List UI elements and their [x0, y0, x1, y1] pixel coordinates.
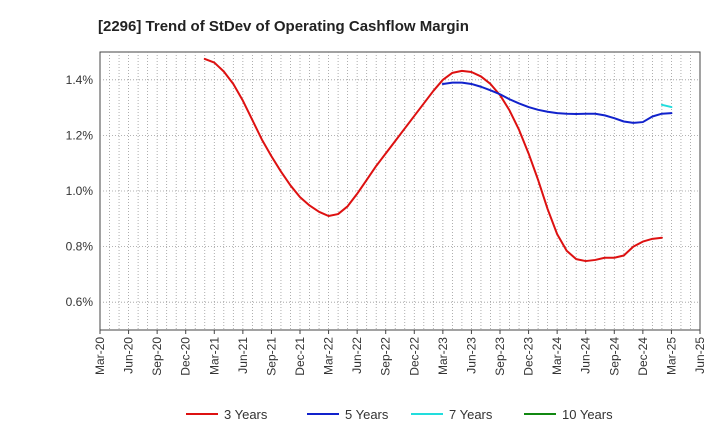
x-tick-label: Sep-20 [150, 337, 164, 376]
legend-label-3: 7 Years [449, 407, 493, 422]
x-tick-label: Sep-24 [607, 337, 621, 376]
series-line-1 [203, 57, 663, 263]
y-tick-label: 1.2% [66, 128, 94, 142]
x-tick-label: Jun-24 [579, 337, 593, 374]
x-tick-label: Jun-20 [122, 337, 136, 374]
series-line-3 [660, 103, 673, 109]
x-tick-label: Mar-25 [664, 337, 678, 375]
y-tick-label: 1.0% [66, 184, 94, 198]
x-tick-label: Jun-25 [693, 337, 707, 374]
legend-label-2: 5 Years [345, 407, 389, 422]
x-tick-label: Mar-20 [93, 337, 107, 375]
x-tick-label: Dec-22 [407, 337, 421, 376]
axes: 0.6% 0.8% 1.0% 1.2% 1.4% Mar-20 Jun-20 Sep-20 De… [66, 73, 707, 376]
legend: 3 Years 5 Years 7 Years 10 Years [186, 407, 613, 422]
x-tick-label: Jun-21 [236, 337, 250, 374]
x-tick-label: Mar-24 [550, 337, 564, 375]
legend-label-4: 10 Years [562, 407, 613, 422]
x-tick-label: Dec-21 [293, 337, 307, 376]
series-line-2 [441, 81, 673, 124]
y-tick-label: 1.4% [66, 73, 94, 87]
x-tick-label: Jun-22 [350, 337, 364, 374]
x-tick-label: Mar-22 [322, 337, 336, 375]
x-tick-label: Mar-21 [207, 337, 221, 375]
x-tick-label: Sep-21 [264, 337, 278, 376]
chart-title: [2296] Trend of StDev of Operating Cashf… [98, 18, 469, 35]
y-tick-label: 0.8% [66, 240, 94, 254]
series-lines [203, 57, 673, 263]
x-tick-label: Dec-20 [179, 337, 193, 376]
grid [100, 52, 700, 330]
x-tick-label: Sep-23 [493, 337, 507, 376]
y-tick-label: 0.6% [66, 295, 94, 309]
x-tick-label: Mar-23 [436, 337, 450, 375]
x-tick-label: Dec-24 [636, 337, 650, 376]
x-tick-label: Jun-23 [464, 337, 478, 374]
x-tick-label: Sep-22 [379, 337, 393, 376]
x-tick-label: Dec-23 [522, 337, 536, 376]
legend-label-1: 3 Years [224, 407, 268, 422]
